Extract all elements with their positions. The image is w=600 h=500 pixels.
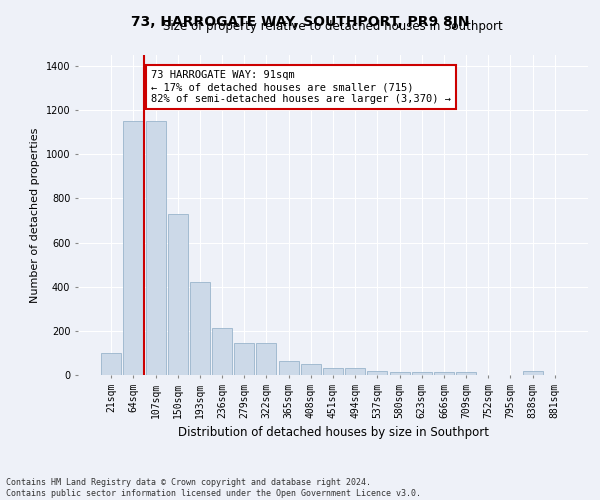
Text: Contains HM Land Registry data © Crown copyright and database right 2024.
Contai: Contains HM Land Registry data © Crown c… bbox=[6, 478, 421, 498]
Bar bbox=[146, 121, 166, 375]
Bar bbox=[323, 368, 343, 375]
X-axis label: Distribution of detached houses by size in Southport: Distribution of detached houses by size … bbox=[178, 426, 488, 439]
Bar bbox=[434, 372, 454, 375]
Bar bbox=[523, 371, 542, 375]
Title: Size of property relative to detached houses in Southport: Size of property relative to detached ho… bbox=[163, 20, 503, 33]
Bar bbox=[412, 372, 432, 375]
Bar bbox=[456, 372, 476, 375]
Bar bbox=[212, 328, 232, 375]
Text: 73, HARROGATE WAY, SOUTHPORT, PR9 8JN: 73, HARROGATE WAY, SOUTHPORT, PR9 8JN bbox=[131, 15, 469, 29]
Bar bbox=[168, 214, 188, 375]
Y-axis label: Number of detached properties: Number of detached properties bbox=[30, 128, 40, 302]
Bar bbox=[101, 353, 121, 375]
Bar bbox=[124, 121, 143, 375]
Bar bbox=[278, 360, 299, 375]
Bar bbox=[389, 372, 410, 375]
Bar bbox=[367, 370, 388, 375]
Bar bbox=[345, 368, 365, 375]
Bar bbox=[190, 282, 210, 375]
Bar bbox=[301, 364, 321, 375]
Bar bbox=[234, 343, 254, 375]
Text: 73 HARROGATE WAY: 91sqm
← 17% of detached houses are smaller (715)
82% of semi-d: 73 HARROGATE WAY: 91sqm ← 17% of detache… bbox=[151, 70, 451, 104]
Bar bbox=[256, 343, 277, 375]
